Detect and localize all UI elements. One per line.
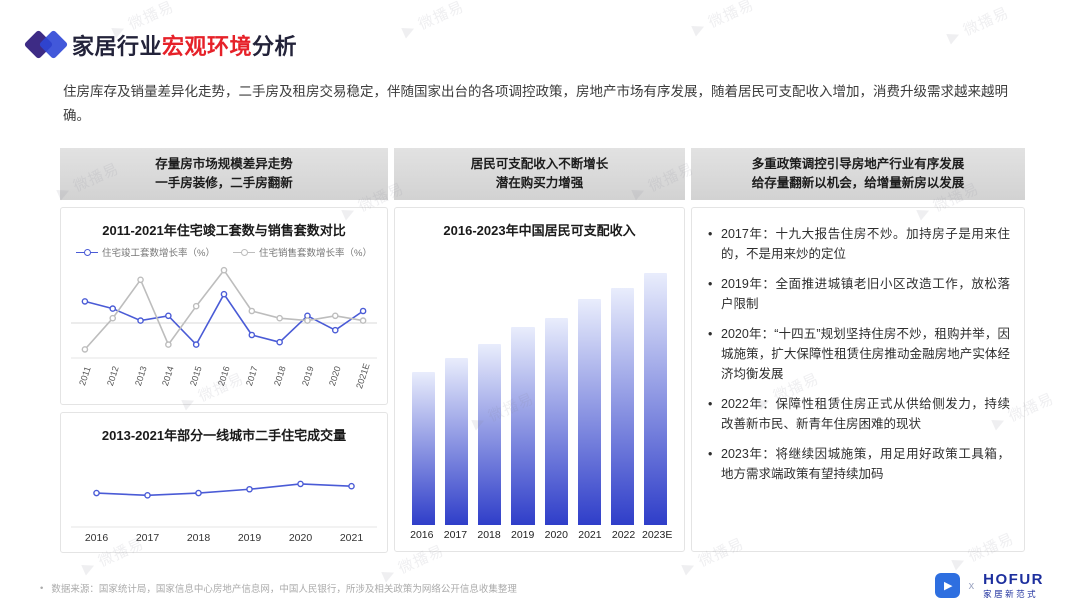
column-header-left-line2: 一手房装修，二手房翻新: [155, 176, 293, 190]
chart2-title: 2013-2021年部分一线城市二手住宅成交量: [101, 428, 347, 443]
column-header-middle-line2: 潜在购买力增强: [495, 176, 584, 190]
legend-line-marker-icon: [76, 248, 99, 256]
chart1-title: 2011-2021年住宅竣工套数与销售套数对比: [102, 223, 346, 238]
column-policies: 多重政策调控引导房地产行业有序发展 给存量翻新以机会，给增量新房以发展 2017…: [691, 148, 1025, 553]
axis-tick-label: 2019: [511, 529, 535, 541]
income-bar: [445, 358, 469, 525]
axis-tick-label: 2018: [186, 532, 211, 544]
axis-tick-label: 2021: [339, 532, 364, 544]
page-title-prefix: 家居行业: [72, 34, 163, 59]
column-header-right: 多重政策调控引导房地产行业有序发展 给存量翻新以机会，给增量新房以发展: [691, 148, 1025, 200]
income-bar: [478, 343, 502, 525]
watermark: ▶ 微播易: [399, 0, 467, 41]
legend-label-completion: 住宅竣工套数增长率（%）: [102, 248, 215, 259]
income-bar: [511, 327, 535, 525]
policy-list: 2017年：十九大报告住房不炒。加持房子是用来住的，不是用来炒的定位 2019年：…: [706, 224, 1010, 484]
legend-line-marker-icon: [233, 248, 255, 256]
watermark: ▶ 微播易: [944, 4, 1012, 47]
axis-tick-label: 2017: [135, 532, 160, 544]
bar-chart-disposable-income: [405, 255, 674, 525]
column-header-middle: 居民可支配收入不断增长 潜在购买力增强: [394, 148, 685, 200]
weiboyi-logo-icon: ▶: [934, 573, 960, 599]
column-disposable-income: 居民可支配收入不断增长 潜在购买力增强 2016-2023年中国居民可支配收入 …: [394, 148, 685, 553]
chart1-x-axis: 2011 2012 2013 2014 2015 2016 2017 2018 2019 2020…: [71, 361, 377, 391]
axis-tick-label: 2023E: [642, 529, 673, 541]
footer-bullet: •: [40, 582, 44, 594]
chart3-title: 2016-2023年中国居民可支配收入: [443, 223, 636, 238]
column-stock-market: 存量房市场规模差异走势 一手房装修，二手房翻新 2011-2021年住宅竣工套数…: [60, 148, 388, 553]
chart1-legend: 住宅竣工套数增长率（%） 住宅销售套数增长率（%）: [71, 245, 377, 259]
axis-tick-label: 2020: [544, 529, 568, 541]
column-header-left-line1: 存量房市场规模差异走势: [155, 156, 293, 171]
legend-label-sales: 住宅销售套数增长率（%）: [259, 248, 372, 259]
column-header-right-line1: 多重政策调控引导房地产行业有序发展: [751, 156, 965, 171]
income-bar: [643, 272, 667, 525]
hofur-wordmark: HOFUR: [983, 570, 1044, 588]
axis-tick-label: 2019: [237, 532, 262, 544]
income-bar: [577, 299, 601, 525]
column-header-middle-line1: 居民可支配收入不断增长: [470, 156, 609, 171]
column-header-right-line2: 给存量翻新以机会，给增量新房以发展: [751, 176, 965, 190]
slide-subtitle: 住房库存及销量差异化走势，二手房及租房交易稳定，伴随国家出台的各项调控政策，房地…: [63, 84, 1008, 123]
chart-card-secondhand-volume: 2013-2021年部分一线城市二手住宅成交量 2016 2017 2018 2019…: [60, 412, 388, 553]
page-title-suffix: 分析: [252, 34, 298, 59]
column-header-left: 存量房市场规模差异走势 一手房装修，二手房翻新: [60, 148, 388, 200]
policy-item: 2022年：保障性租赁住房正式从供给侧发力，持续改善新市民、新青年住房困难的现状: [706, 394, 1010, 434]
content-columns: 存量房市场规模差异走势 一手房装修，二手房翻新 2011-2021年住宅竣工套数…: [60, 148, 1025, 553]
page-title-highlight: 宏观环境: [162, 34, 253, 59]
income-bar: [544, 318, 568, 525]
chart-card-disposable-income: 2016-2023年中国居民可支配收入 2016 2017 2018 2019 2020…: [394, 207, 685, 552]
policy-item: 2017年：十九大报告住房不炒。加持房子是用来住的，不是用来炒的定位: [706, 224, 1010, 264]
line-chart-secondhand-volume: [71, 452, 377, 528]
brand-separator: x: [968, 579, 975, 592]
policy-item: 2020年：“十四五”规划坚持住房不炒，租购并举，因城施策，扩大保障性租赁住房推…: [706, 324, 1010, 384]
axis-tick-label: 2021: [578, 529, 602, 541]
axis-tick-label: 2021E: [354, 362, 372, 390]
hofur-logo: HOFUR 家居新范式: [983, 570, 1044, 601]
page-title: 家居行业宏观环境分析: [72, 29, 297, 61]
watermark: ▶ 微播易: [689, 0, 757, 39]
axis-tick-label: 2018: [477, 529, 501, 541]
policy-card: 2017年：十九大报告住房不炒。加持房子是用来住的，不是用来炒的定位 2019年：…: [691, 207, 1025, 552]
axis-tick-label: 2022: [611, 529, 636, 541]
footer-text: 数据来源：国家统计局，国家信息中心房地产信息网，中国人民银行，所涉及相关政策为网…: [51, 584, 517, 595]
hofur-tagline: 家居新范式: [983, 589, 1039, 599]
income-bar: [412, 371, 436, 525]
chart-card-completion-vs-sales: 2011-2021年住宅竣工套数与销售套数对比 住宅竣工套数增长率（%） 住宅销…: [60, 207, 388, 405]
policy-item: 2019年：全面推进城镇老旧小区改造工作，放松落户限制: [706, 274, 1010, 314]
data-source-note: • 数据来源：国家统计局，国家信息中心房地产信息网，中国人民银行，所涉及相关政策…: [40, 581, 517, 596]
chart3-x-axis: 2016 2017 2018 2019 2020 2021 2022 2023E: [405, 529, 674, 541]
brand-footer: ▶ x HOFUR 家居新范式: [934, 570, 1044, 601]
axis-tick-label: 2020: [288, 532, 313, 544]
income-bar: [610, 287, 634, 525]
axis-tick-label: 2016: [410, 529, 434, 541]
legend-item-completion: 住宅竣工套数增长率（%）: [76, 245, 215, 259]
legend-item-sales: 住宅销售套数增长率（%）: [233, 245, 372, 259]
axis-tick-label: 2017: [443, 529, 468, 541]
line-chart-completion-vs-sales: [71, 263, 377, 359]
axis-tick-label: 2016: [84, 532, 109, 544]
chart2-x-axis: 2016 2017 2018 2019 2020 2021: [71, 530, 377, 544]
policy-item: 2023年：将继续因城施策，用足用好政策工具箱，地方需求端政策有望持续加码: [706, 444, 1010, 484]
